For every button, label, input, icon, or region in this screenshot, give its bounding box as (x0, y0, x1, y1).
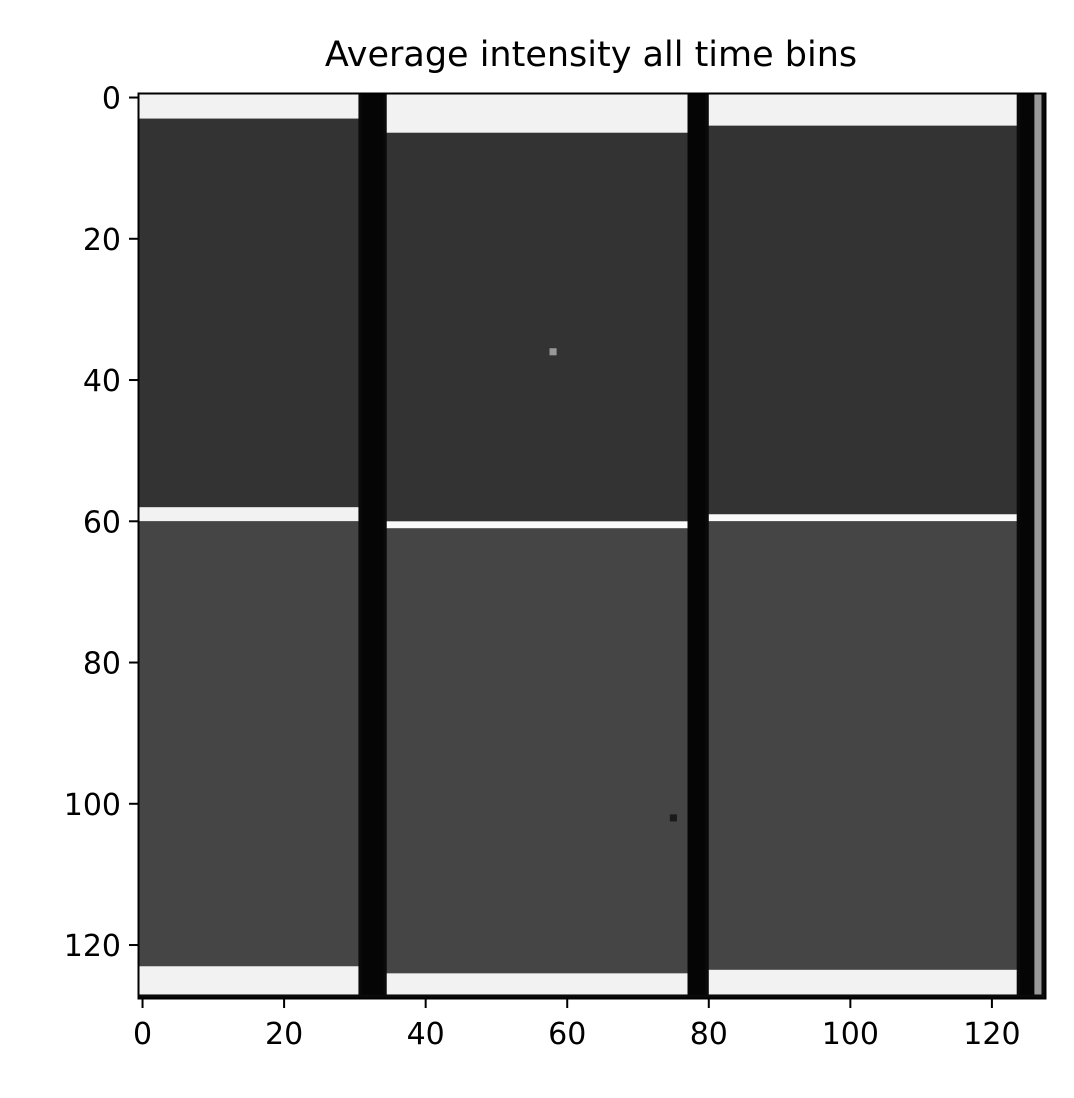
heatmap-hot-pixel-1 (549, 348, 557, 356)
heatmap-region-seam-module-2 (386, 521, 688, 529)
heatmap-region-lower-panel-module-2 (386, 528, 688, 974)
heatmap-region-gap-column-2 (687, 94, 706, 995)
x-tick-label: 60 (548, 1017, 586, 1052)
heatmap-region-upper-panel-module-1 (139, 118, 359, 508)
x-tick-label: 40 (407, 1017, 445, 1052)
y-tick-label: 60 (83, 505, 121, 540)
heatmap-region-upper-panel-module-2 (386, 132, 688, 522)
x-tick-label: 120 (963, 1017, 1020, 1052)
heatmap-region-bottom-edge-strip-module-2 (386, 973, 688, 995)
heatmap-hot-pixel-2 (669, 814, 677, 822)
heatmap-region-bottom-edge-strip-module-1 (139, 966, 359, 995)
heatmap-region-seam-module-1 (139, 507, 359, 522)
chart-title: Average intensity all time bins (325, 35, 857, 75)
y-tick-label: 80 (83, 647, 121, 682)
heatmap-region-upper-panel-module-3 (708, 125, 1017, 515)
heatmap-region-lower-panel-module-1 (139, 521, 359, 967)
y-tick-label: 20 (83, 223, 121, 258)
x-tick-label: 100 (822, 1017, 879, 1052)
y-axis: 0 20 40 60 80 100 120 (64, 82, 139, 964)
heatmap-image (139, 94, 1045, 998)
x-axis: 0 20 40 60 80 100 120 (133, 998, 1021, 1052)
plot-frame (137, 92, 1047, 1000)
heatmap-region-lower-panel-module-3 (708, 521, 1017, 970)
heatmap-region-right-edge-column (1034, 94, 1042, 995)
heatmap-region-gap-column-3 (1020, 94, 1035, 995)
y-tick-label: 40 (83, 364, 121, 399)
heatmap-region-seam-module-3 (708, 514, 1017, 522)
x-tick-label: 0 (133, 1017, 152, 1052)
y-tick-label: 120 (64, 929, 121, 964)
x-tick-label: 80 (690, 1017, 728, 1052)
y-tick-label: 100 (64, 788, 121, 823)
y-tick-label: 0 (102, 82, 121, 117)
heatmap-region-gap-column-1 (361, 94, 384, 995)
x-tick-label: 20 (265, 1017, 303, 1052)
heatmap-region-top-edge-strip-module-2 (386, 94, 688, 133)
heatmap-region-bottom-edge-strip-module-3 (708, 969, 1017, 995)
heatmap-region-top-edge-strip-module-3 (708, 94, 1017, 126)
heatmap-region-top-edge-strip-module-1 (139, 94, 359, 119)
